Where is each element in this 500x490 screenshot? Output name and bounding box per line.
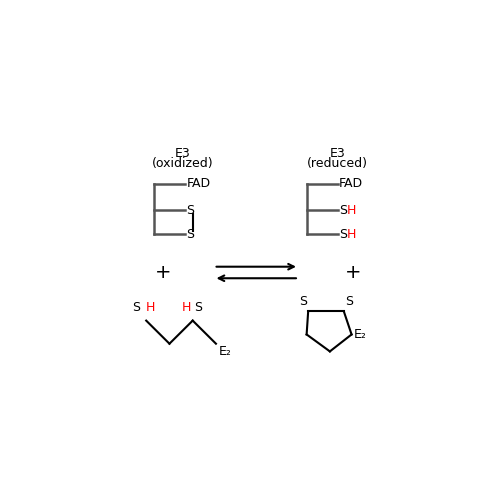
Text: S: S bbox=[132, 301, 140, 315]
Text: S: S bbox=[339, 228, 347, 241]
Text: S: S bbox=[339, 204, 347, 217]
Text: +: + bbox=[155, 263, 172, 282]
Text: FAD: FAD bbox=[186, 177, 210, 190]
Text: E3: E3 bbox=[330, 147, 345, 160]
Text: E₂: E₂ bbox=[218, 345, 231, 358]
Text: E3: E3 bbox=[175, 147, 190, 160]
Text: H: H bbox=[347, 204, 356, 217]
Text: (reduced): (reduced) bbox=[307, 157, 368, 171]
Text: FAD: FAD bbox=[339, 177, 363, 190]
Text: S: S bbox=[298, 295, 306, 308]
Text: H: H bbox=[182, 301, 191, 315]
Text: S: S bbox=[194, 301, 202, 315]
Text: +: + bbox=[345, 263, 362, 282]
Text: S: S bbox=[186, 228, 194, 241]
Text: H: H bbox=[146, 301, 156, 315]
Text: (oxidized): (oxidized) bbox=[152, 157, 214, 171]
Text: E₂: E₂ bbox=[354, 328, 367, 341]
Text: S: S bbox=[346, 295, 354, 308]
Text: H: H bbox=[347, 228, 356, 241]
Text: S: S bbox=[186, 204, 194, 217]
